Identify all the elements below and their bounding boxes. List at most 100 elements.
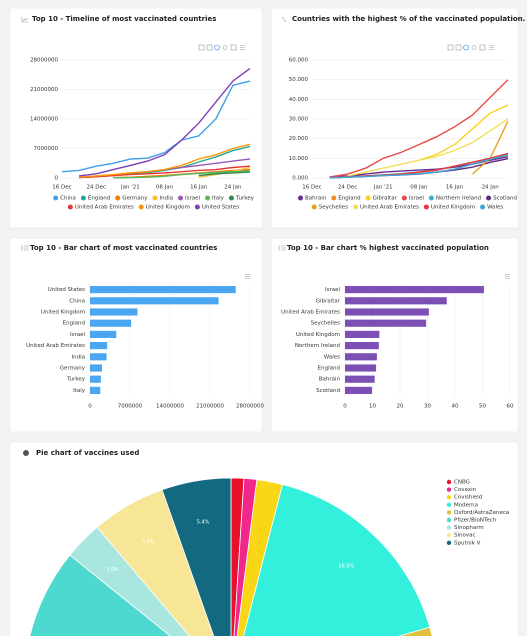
- legend-label: China: [60, 196, 76, 202]
- chart-icon: [281, 16, 287, 23]
- menu-icon[interactable]: [245, 274, 250, 279]
- legend-item: Scotland: [486, 195, 517, 202]
- pie-slice: [29, 554, 171, 636]
- legend-item: Gibraltar: [365, 195, 398, 202]
- x-tick-label: 16 Jan: [190, 185, 208, 191]
- y-tick-label: Germany: [60, 366, 86, 372]
- pie-slice: [398, 626, 433, 636]
- legend-marker: [53, 195, 59, 201]
- y-tick-label: United Kingdom: [296, 332, 340, 338]
- legend-marker: [353, 204, 359, 210]
- y-tick-label: Wales: [324, 354, 340, 360]
- legend-marker: [446, 540, 452, 545]
- legend-item: United Arab Emirates: [67, 204, 134, 211]
- bar: [345, 364, 377, 372]
- y-tick-label: 21000000: [30, 87, 58, 93]
- legend-label: India: [159, 196, 173, 202]
- bar: [90, 308, 138, 316]
- y-tick-label: China: [69, 298, 85, 304]
- legend-label: Covaxin: [454, 487, 477, 493]
- bar: [345, 308, 429, 316]
- line-series: [79, 165, 251, 179]
- legend-label: Israel: [185, 196, 201, 202]
- legend-item: Israel: [177, 195, 201, 202]
- bar: [90, 297, 219, 305]
- toolbar[interactable]: [447, 44, 494, 51]
- line-series: [61, 80, 251, 173]
- legend-label: Seychelles: [319, 205, 348, 211]
- legend-marker: [152, 195, 158, 201]
- y-tick-label: England: [63, 321, 85, 327]
- y-tick-label: United Kingdom: [41, 310, 85, 316]
- legend-label: Sputnik V: [454, 540, 481, 546]
- legend-item: Seychelles: [311, 204, 348, 211]
- panel: [9, 7, 263, 229]
- legend-item: England: [331, 195, 361, 202]
- bar: [90, 353, 107, 361]
- legend-item: Germany: [115, 195, 148, 202]
- legend-item: Italy: [205, 195, 225, 202]
- legend-item: Northern Ireland: [428, 195, 481, 202]
- x-tick-label: 24 Jan: [482, 185, 500, 191]
- panel: [9, 237, 263, 433]
- bar: [90, 286, 236, 294]
- x-tick-label: 60: [507, 404, 514, 410]
- legend-label: Sinopharm: [454, 525, 484, 531]
- legend-label: United Arab Emirates: [360, 205, 419, 211]
- legend-marker: [138, 204, 144, 210]
- x-tick-label: 50: [479, 404, 486, 410]
- legend-item: United Arab Emirates: [353, 204, 419, 211]
- legend-item: China: [53, 195, 76, 202]
- legend-marker: [446, 525, 452, 530]
- legend-item: England: [80, 195, 110, 202]
- menu-icon[interactable]: [505, 274, 510, 279]
- x-tick-label: Jan '21: [120, 185, 140, 191]
- legend-item: Turkey: [228, 195, 255, 202]
- legend-marker: [446, 495, 452, 500]
- legend-marker: [480, 204, 486, 210]
- legend-marker: [446, 479, 452, 485]
- legend-label: England: [338, 196, 360, 202]
- legend-marker: [311, 204, 317, 210]
- legend-label: United Kingdom: [146, 205, 190, 211]
- x-tick-label: 16 Dec: [302, 185, 321, 191]
- x-tick-label: 40: [452, 404, 459, 410]
- toolbar[interactable]: [198, 44, 245, 51]
- legend-label: Italy: [212, 196, 225, 202]
- y-tick-label: United Arab Emirates: [281, 310, 340, 316]
- slice-label: 16.5%: [338, 564, 354, 570]
- chart-icon: [21, 245, 29, 251]
- legend-label: Turkey: [235, 196, 255, 202]
- slice-label: 5.4%: [197, 519, 210, 525]
- y-tick-label: 50.000: [289, 77, 309, 83]
- legend-label: United Kingdom: [431, 205, 475, 211]
- legend-label: Covishield: [454, 495, 482, 501]
- y-tick-label: England: [318, 366, 340, 372]
- y-tick-label: India: [72, 354, 86, 360]
- legend-label: United States: [202, 205, 239, 211]
- x-tick-label: 30: [424, 404, 431, 410]
- chart-title: Top 10 - Bar chart of most vaccinated co…: [30, 244, 217, 252]
- x-tick-label: Jan '21: [373, 185, 393, 191]
- x-tick-label: 21000000: [196, 404, 224, 410]
- chart-title: Top 10 - Timeline of most vaccinated cou…: [32, 15, 216, 23]
- legend-item: Israel: [401, 195, 424, 202]
- line-series: [329, 154, 509, 179]
- legend-marker: [298, 195, 304, 201]
- y-tick-label: Bahrain: [319, 377, 341, 383]
- legend-label: Scotland: [493, 196, 517, 202]
- legend-item: United Kingdom: [423, 204, 475, 211]
- bar: [90, 342, 108, 350]
- legend-marker: [446, 517, 452, 523]
- y-tick-label: 40.000: [289, 97, 309, 103]
- chart-title: Top 10 - Bar chart % highest vaccinated …: [287, 244, 489, 252]
- y-tick-label: 0: [55, 176, 59, 182]
- y-tick-label: 7000000: [34, 146, 59, 152]
- legend-marker: [446, 510, 452, 515]
- y-tick-label: Gibraltar: [316, 298, 341, 304]
- bar: [345, 286, 484, 294]
- panel: [270, 7, 519, 229]
- line-series: [79, 67, 251, 177]
- legend-marker: [80, 195, 86, 201]
